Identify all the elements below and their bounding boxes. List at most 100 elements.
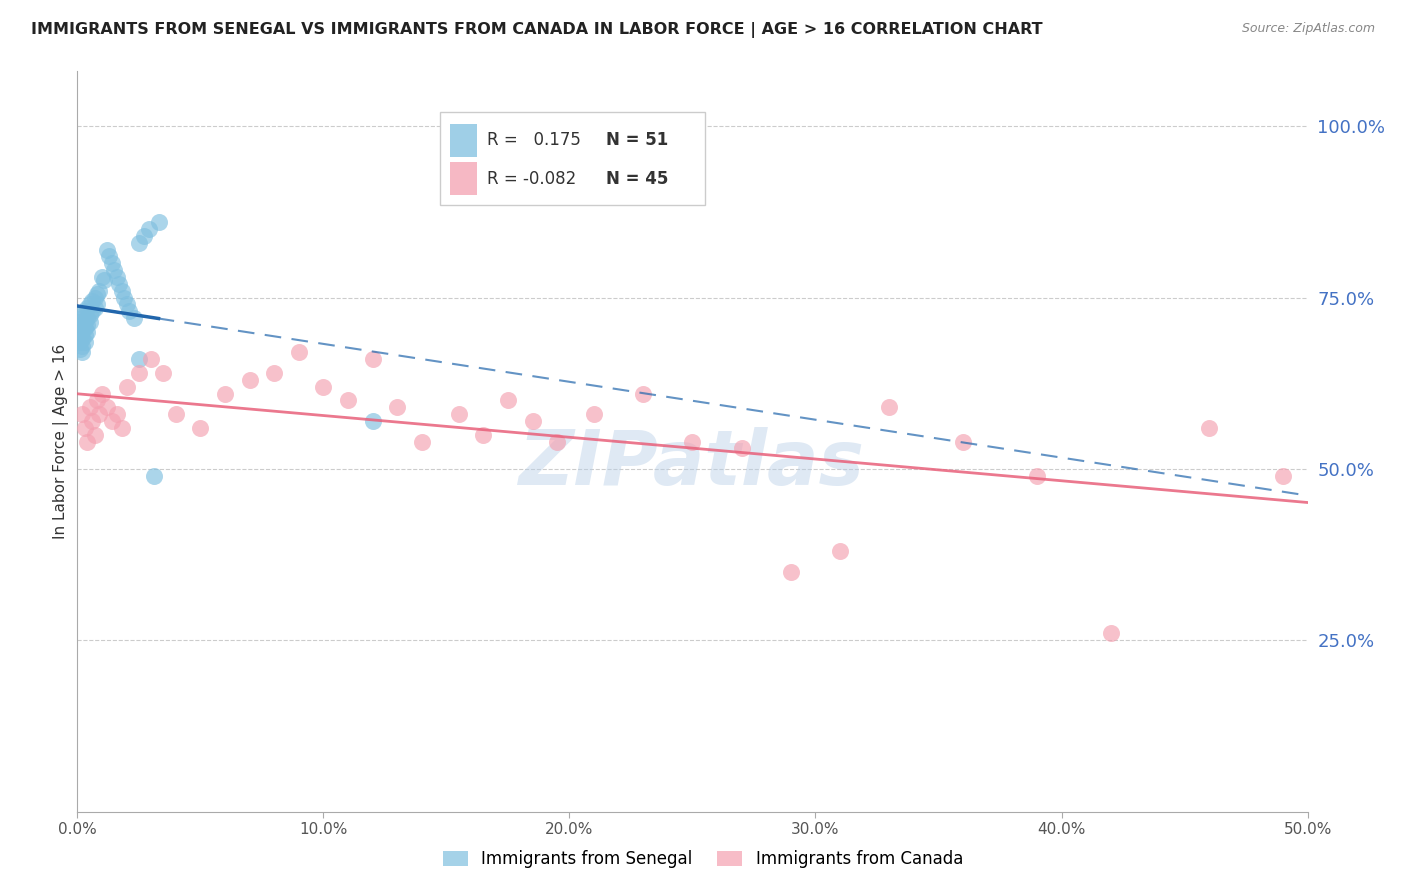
- Point: [337, 393, 360, 408]
- Point: [112, 291, 135, 305]
- Point: [128, 235, 150, 250]
- Text: N = 51: N = 51: [606, 131, 669, 149]
- Point: [361, 414, 384, 428]
- Point: [385, 401, 409, 415]
- Point: [79, 315, 101, 329]
- Point: [165, 407, 187, 421]
- Point: [73, 321, 96, 335]
- Point: [69, 321, 91, 335]
- Point: [76, 301, 98, 315]
- Point: [73, 335, 96, 350]
- Point: [731, 442, 754, 456]
- Point: [1272, 468, 1295, 483]
- Point: [76, 434, 98, 449]
- Point: [105, 270, 128, 285]
- Point: [76, 318, 98, 332]
- Point: [101, 414, 124, 428]
- Point: [69, 308, 91, 322]
- Point: [70, 407, 93, 421]
- Point: [90, 270, 114, 285]
- Point: [138, 222, 160, 236]
- Point: [115, 297, 138, 311]
- Point: [583, 407, 606, 421]
- Point: [73, 304, 96, 318]
- Point: [70, 338, 93, 352]
- Point: [82, 414, 104, 428]
- Point: [76, 311, 98, 326]
- Point: [79, 297, 101, 311]
- Point: [1026, 468, 1049, 483]
- Point: [73, 328, 96, 343]
- Point: [83, 291, 105, 305]
- Text: R = -0.082: R = -0.082: [486, 169, 576, 187]
- Point: [96, 401, 118, 415]
- Point: [780, 565, 803, 579]
- Point: [96, 243, 118, 257]
- Point: [128, 352, 150, 367]
- Point: [522, 414, 544, 428]
- Text: Source: ZipAtlas.com: Source: ZipAtlas.com: [1241, 22, 1375, 36]
- Point: [830, 544, 852, 558]
- Point: [82, 304, 104, 318]
- Point: [86, 287, 108, 301]
- Point: [1099, 626, 1122, 640]
- Point: [98, 250, 121, 264]
- Point: [148, 215, 170, 229]
- Point: [86, 297, 108, 311]
- Text: R =   0.175: R = 0.175: [486, 131, 581, 149]
- Point: [188, 421, 212, 435]
- Text: ZIPatlas: ZIPatlas: [519, 426, 866, 500]
- Point: [69, 315, 91, 329]
- Point: [1198, 421, 1220, 435]
- Point: [288, 345, 311, 359]
- FancyBboxPatch shape: [440, 112, 704, 204]
- Point: [70, 318, 93, 332]
- Point: [82, 293, 104, 308]
- Point: [312, 380, 335, 394]
- Point: [69, 328, 91, 343]
- Point: [70, 345, 93, 359]
- Point: [108, 277, 131, 291]
- Point: [101, 256, 124, 270]
- Point: [447, 407, 470, 421]
- Point: [361, 352, 384, 367]
- Point: [411, 434, 433, 449]
- Point: [214, 386, 236, 401]
- Point: [73, 421, 96, 435]
- FancyBboxPatch shape: [450, 162, 477, 195]
- Point: [141, 352, 163, 367]
- Point: [73, 315, 96, 329]
- Point: [952, 434, 974, 449]
- Point: [89, 284, 111, 298]
- Point: [83, 301, 105, 315]
- Point: [118, 304, 141, 318]
- FancyBboxPatch shape: [450, 124, 477, 157]
- Point: [152, 366, 174, 380]
- Point: [263, 366, 285, 380]
- Point: [472, 427, 495, 442]
- Point: [496, 393, 519, 408]
- Point: [93, 273, 115, 287]
- Point: [69, 335, 91, 350]
- Y-axis label: In Labor Force | Age > 16: In Labor Force | Age > 16: [53, 344, 69, 539]
- Point: [83, 427, 105, 442]
- Point: [103, 263, 125, 277]
- Point: [86, 393, 108, 408]
- Point: [115, 380, 138, 394]
- Point: [89, 407, 111, 421]
- Point: [682, 434, 704, 449]
- Point: [879, 401, 901, 415]
- Point: [132, 228, 155, 243]
- Point: [111, 421, 132, 435]
- Point: [546, 434, 568, 449]
- Point: [69, 342, 91, 356]
- Point: [79, 401, 101, 415]
- Point: [105, 407, 128, 421]
- Point: [76, 325, 98, 339]
- Point: [70, 311, 93, 326]
- Point: [111, 284, 132, 298]
- Text: IMMIGRANTS FROM SENEGAL VS IMMIGRANTS FROM CANADA IN LABOR FORCE | AGE > 16 CORR: IMMIGRANTS FROM SENEGAL VS IMMIGRANTS FR…: [31, 22, 1043, 38]
- Point: [70, 325, 93, 339]
- Point: [633, 386, 655, 401]
- Point: [90, 386, 114, 401]
